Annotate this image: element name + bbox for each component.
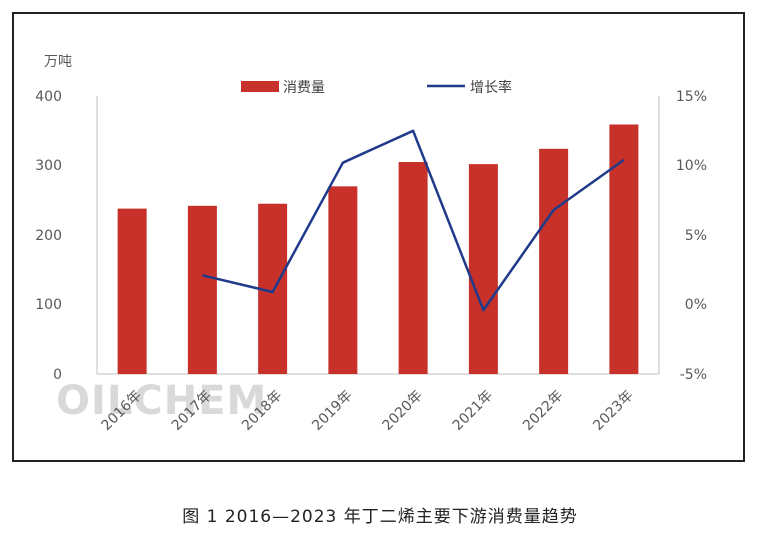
y-right-tick-label: 0%: [685, 297, 707, 313]
legend-swatch-consumption: [241, 81, 279, 92]
y-left-tick-label: 200: [35, 228, 62, 244]
bar-2020年: [398, 162, 428, 374]
y-right-tick-label: -5%: [680, 367, 707, 383]
x-tick-label: 2020年: [380, 388, 426, 434]
x-tick-label: 2023年: [590, 388, 636, 434]
legend-label-growth-rate: 增长率: [470, 79, 512, 96]
y-right-tick-label: 15%: [676, 89, 707, 105]
legend-label-consumption: 消费量: [283, 80, 325, 96]
x-tick-label: 2019年: [309, 388, 355, 434]
figure-caption: 图 1 2016—2023 年丁二烯主要下游消费量趋势: [182, 507, 578, 527]
chart-canvas: OILCHEM 万吨 400 300 200 100 0 15% 10% 5% …: [35, 54, 707, 434]
bar-series-consumption: [117, 124, 639, 375]
y-left-unit-label: 万吨: [44, 54, 72, 70]
bar-2016年: [117, 208, 147, 374]
x-tick-label: 2022年: [520, 388, 566, 434]
y-left-tick-labels: 400 300 200 100 0: [35, 89, 62, 383]
x-tick-label: 2021年: [450, 388, 496, 434]
bar-2019年: [328, 186, 358, 374]
y-left-tick-label: 0: [53, 367, 62, 383]
y-right-tick-label: 10%: [676, 158, 707, 174]
y-left-tick-label: 100: [35, 297, 62, 313]
y-left-tick-label: 300: [35, 158, 62, 174]
legend: 消费量 增长率: [241, 79, 512, 96]
bar-2021年: [468, 164, 498, 374]
y-right-tick-labels: 15% 10% 5% 0% -5%: [676, 89, 707, 383]
y-right-tick-label: 5%: [685, 228, 707, 244]
y-left-tick-label: 400: [35, 89, 62, 105]
line-series-growth-rate: [202, 129, 625, 312]
bar-2022年: [539, 148, 569, 374]
bar-2017年: [187, 205, 217, 374]
watermark: OILCHEM: [56, 378, 267, 424]
chart-frame: OILCHEM 万吨 400 300 200 100 0 15% 10% 5% …: [12, 12, 745, 462]
bar-2023年: [609, 124, 639, 375]
